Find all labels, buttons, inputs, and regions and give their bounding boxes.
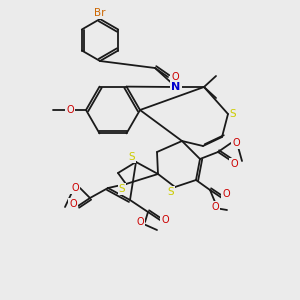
Text: S: S <box>129 152 135 162</box>
Text: N: N <box>171 82 181 92</box>
Text: O: O <box>222 189 230 199</box>
Text: O: O <box>66 105 74 115</box>
Text: S: S <box>119 184 125 194</box>
Text: O: O <box>71 183 79 193</box>
Text: O: O <box>69 199 77 209</box>
Text: O: O <box>171 72 179 82</box>
Text: S: S <box>230 109 236 119</box>
Text: O: O <box>161 215 169 225</box>
Text: O: O <box>232 138 240 148</box>
Text: S: S <box>168 187 174 197</box>
Text: O: O <box>136 217 144 227</box>
Text: Br: Br <box>94 8 106 18</box>
Text: O: O <box>230 159 238 169</box>
Text: O: O <box>211 202 219 212</box>
